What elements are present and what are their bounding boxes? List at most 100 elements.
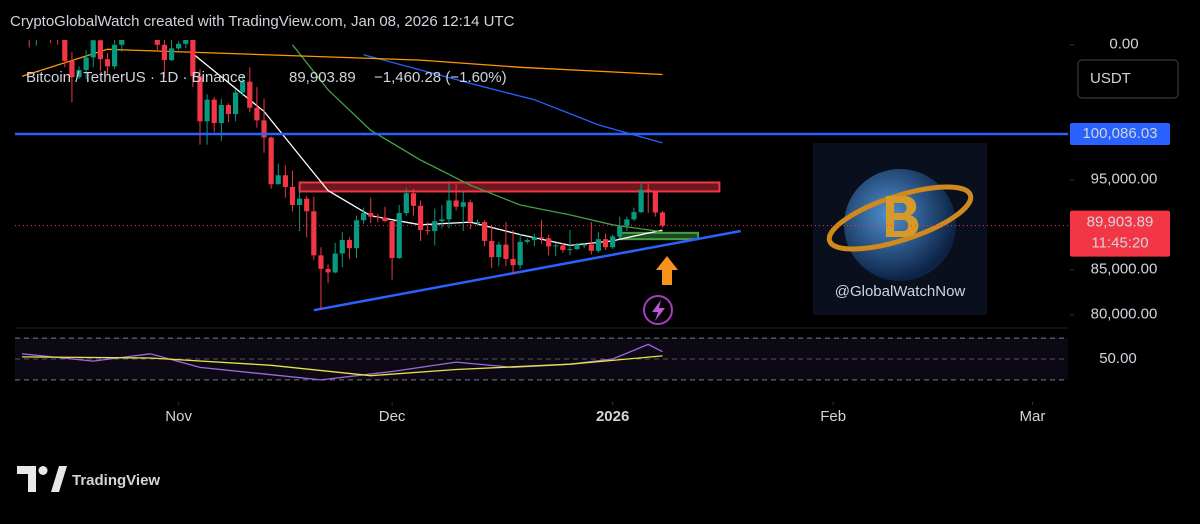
candle-body (375, 216, 381, 218)
y-tick-label: 80,000.00 (1091, 306, 1158, 323)
candle-body (204, 99, 210, 122)
x-tick-label: Nov (165, 408, 192, 425)
candle-body (282, 175, 288, 187)
candle-body (104, 59, 111, 67)
candle-body (69, 60, 75, 78)
candle-body (339, 240, 345, 254)
x-tick-label: Dec (379, 408, 406, 425)
price-tag (1070, 122, 1170, 145)
arrow-icon (656, 256, 678, 285)
candle-body (659, 212, 666, 226)
candle-body (624, 219, 630, 226)
rsi-line (22, 343, 663, 381)
candle-body (318, 255, 324, 269)
coin-glyph (886, 196, 919, 237)
header: CryptoGlobalWatch created with TradingVi… (10, 13, 515, 30)
candle-body (254, 107, 260, 121)
y-tick-label: 85,000.00 (1091, 261, 1158, 278)
candle-body (289, 186, 296, 205)
logo-dot (38, 466, 48, 475)
main-pane (21, 40, 741, 312)
alert-icon (643, 295, 673, 325)
candle-body (218, 105, 224, 124)
candle-body (183, 40, 189, 44)
candle-body (460, 202, 466, 207)
candle-body (538, 237, 545, 239)
logo-mark (17, 466, 36, 492)
candle-body (524, 240, 530, 242)
candle-body (553, 245, 559, 247)
candle-body (90, 40, 96, 58)
candle-body (503, 244, 509, 259)
moving-average (363, 54, 663, 144)
candle-body (574, 244, 580, 250)
candle-body (439, 219, 445, 222)
candle-body (403, 193, 409, 214)
candle-body (83, 57, 89, 70)
y-tick-label: 95,000.00 (1091, 171, 1158, 188)
candle-body (332, 253, 338, 273)
candle-body (225, 105, 232, 115)
legend-price: 89,903.89 (289, 69, 356, 86)
candle-body (62, 40, 68, 61)
candle-body (382, 217, 388, 222)
candle-body (417, 205, 424, 231)
candle-body (268, 137, 274, 185)
candle-body (311, 211, 317, 256)
candle-body (325, 268, 331, 273)
candle-body (610, 236, 616, 248)
candle-body (645, 189, 651, 192)
candle-body (168, 48, 175, 61)
candle-body (247, 81, 253, 108)
candle-body (97, 40, 103, 60)
candle-body (474, 222, 481, 224)
candle-body (517, 241, 523, 266)
candle-body (595, 239, 602, 251)
candle-body (304, 198, 310, 212)
candle-body (531, 237, 537, 241)
candle-body (410, 193, 417, 206)
candle-body (602, 239, 609, 248)
legend-symbol: Bitcoin / TetherUS · 1D · Binance (26, 69, 246, 86)
candle-body (567, 249, 573, 251)
candle-body (396, 213, 402, 259)
rsi-pane (15, 337, 1068, 381)
candle-body (489, 240, 495, 258)
candle-body (76, 69, 82, 78)
footer-logo: TradingView (72, 472, 160, 489)
bolt (652, 300, 665, 321)
candle-body (154, 40, 160, 45)
moving-average (291, 44, 663, 233)
candle-body (232, 92, 239, 115)
candle-body (296, 198, 303, 205)
globe (844, 169, 956, 281)
candle-body (261, 120, 267, 138)
candle-body (446, 200, 452, 220)
candle-body (346, 240, 352, 249)
moving-average (192, 53, 663, 247)
candle-body (389, 221, 395, 259)
candle-body (190, 40, 196, 77)
candle-body (638, 189, 644, 213)
candle-body (119, 40, 125, 45)
trendline (313, 229, 741, 312)
candle-body (240, 81, 246, 93)
moving-average (21, 48, 663, 77)
candle-body (560, 245, 566, 250)
legend: Bitcoin / TetherUS · 1D · Binance 89,903… (26, 69, 507, 86)
candle-body (588, 244, 594, 251)
candle-body (425, 230, 431, 232)
logo-slash (51, 466, 67, 492)
x-tick-label: 2026 (596, 408, 629, 425)
x-tick-label: Mar (1020, 408, 1046, 425)
rsi-tick-label: 50.00 (1099, 350, 1137, 367)
candle-body (631, 212, 637, 220)
candle-body (453, 200, 459, 207)
candle-body (368, 213, 374, 217)
legend-change: −1,460.28 (−1.60%) (374, 69, 507, 86)
x-tick-label: Feb (820, 408, 846, 425)
candle-body (176, 43, 182, 49)
candle-body (211, 99, 217, 124)
candle-body (581, 244, 587, 246)
currency-box[interactable] (1077, 59, 1179, 99)
